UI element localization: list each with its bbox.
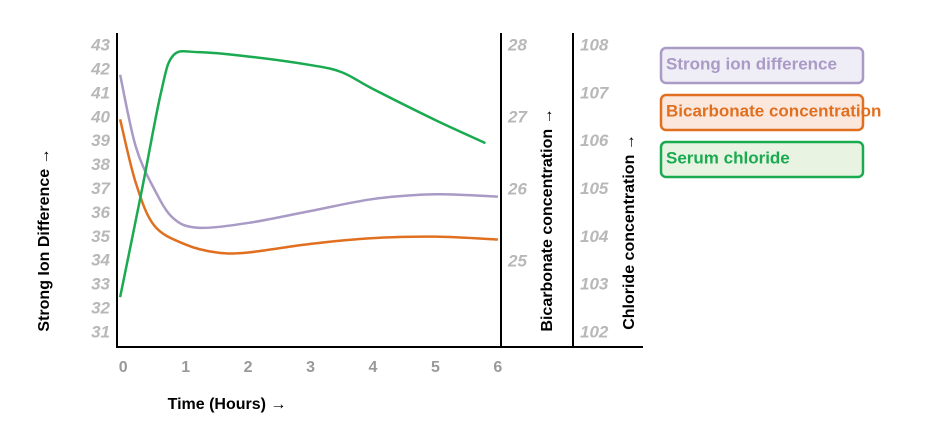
series-line — [118, 49, 486, 298]
legend-label: Strong ion difference — [666, 54, 837, 73]
y-tick-label: 36 — [91, 203, 110, 222]
x-tick-label: 3 — [306, 359, 315, 376]
y-tick-label: 37 — [91, 179, 111, 198]
y2-tick-label: 26 — [507, 179, 527, 198]
y3-tick-label: 107 — [580, 83, 610, 102]
y2-tick-label: 25 — [507, 251, 527, 270]
x-tick-label: 1 — [181, 359, 190, 376]
y-tick-label: 31 — [91, 322, 110, 341]
y-tick-label: 38 — [91, 155, 110, 174]
y-tick-label: 42 — [90, 60, 110, 79]
legend-box — [659, 140, 865, 179]
y-axis-title: Strong Ion Difference → — [36, 148, 53, 331]
y-tick-label: 33 — [91, 275, 110, 294]
y-tick-label: 40 — [90, 107, 110, 126]
series-line — [118, 119, 498, 255]
legend-box — [659, 93, 865, 132]
legend-label: Serum chloride — [666, 148, 790, 167]
y-tick-label: 43 — [90, 36, 110, 55]
x-axis-title: Time (Hours) → — [168, 396, 287, 413]
x-tick-label: 4 — [369, 359, 378, 376]
y3-tick-label: 102 — [580, 323, 609, 342]
y3-tick-label: 108 — [580, 35, 609, 54]
y3-tick-label: 106 — [580, 131, 609, 150]
y3-tick-label: 104 — [580, 227, 609, 246]
legend-label: Bicarbonate concentration — [666, 101, 881, 120]
y3-axis-title: Chloride concentration → — [621, 134, 638, 330]
y2-tick-label: 27 — [507, 107, 528, 126]
y3-tick-label: 103 — [580, 275, 609, 294]
y3-tick-label: 105 — [580, 179, 609, 198]
x-tick-label: 2 — [244, 359, 253, 376]
y-tick-label: 35 — [91, 227, 110, 246]
y-tick-label: 41 — [90, 83, 110, 102]
y-tick-label: 34 — [91, 251, 110, 270]
y2-axis-title: Bicarbonate concentration → — [539, 108, 556, 331]
x-tick-label: 5 — [431, 359, 440, 376]
x-tick-label: 6 — [493, 359, 502, 376]
y-tick-label: 39 — [91, 131, 110, 150]
y2-tick-label: 28 — [507, 35, 527, 54]
legend-box — [659, 46, 865, 85]
x-tick-label: 0 — [119, 359, 128, 376]
series-line — [118, 74, 498, 230]
y-tick-label: 32 — [91, 298, 110, 317]
